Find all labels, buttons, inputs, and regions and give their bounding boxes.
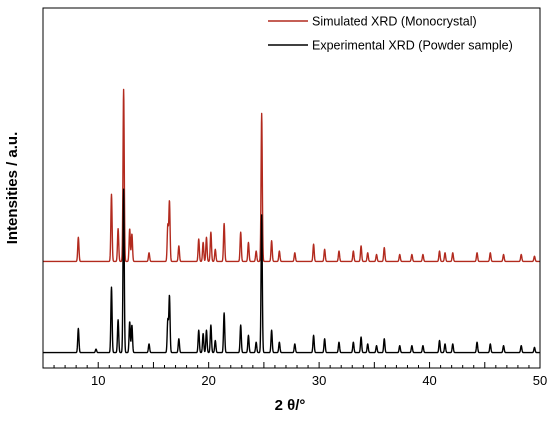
x-tick-label: 10 — [91, 373, 105, 388]
x-tick-label: 40 — [422, 373, 436, 388]
y-axis-label: Intensities / a.u. — [4, 132, 21, 245]
legend-label-experimental: Experimental XRD (Powder sample) — [312, 39, 513, 53]
legend-label-simulated: Simulated XRD (Monocrystal) — [312, 15, 477, 29]
x-tick-label: 20 — [201, 373, 215, 388]
x-tick-labels: 10 20 30 40 50 — [91, 373, 547, 388]
x-axis-label: 2 θ/° — [275, 397, 306, 414]
series-line-simulated — [42, 88, 541, 263]
series-layer — [42, 88, 541, 354]
legend: Simulated XRD (Monocrystal) Experimental… — [268, 15, 513, 53]
series-line-experimental — [42, 188, 541, 354]
x-ticks — [42, 362, 541, 368]
plot-frame — [42, 7, 541, 369]
x-tick-label: 50 — [533, 373, 547, 388]
x-tick-label: 30 — [312, 373, 326, 388]
